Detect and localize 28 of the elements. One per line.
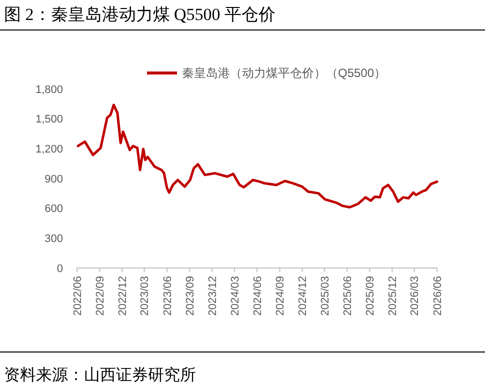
- y-tick-label: 1,800: [35, 84, 63, 96]
- x-tick-label: 2025/06: [342, 276, 354, 316]
- x-tick-label: 2025/09: [364, 276, 377, 316]
- y-tick-label: 1,500: [35, 114, 63, 126]
- y-tick-label: 300: [44, 233, 63, 246]
- x-tick-label: 2022/09: [94, 276, 107, 316]
- legend-label: 秦皇岛港（动力煤平仓价）（Q5500）: [182, 66, 386, 80]
- x-tick-label: 2023/09: [184, 276, 196, 316]
- y-tick-label: 0: [56, 262, 63, 275]
- x-tick-label: 2022/06: [72, 276, 84, 316]
- chart-title: 图 2：秦皇岛港动力煤 Q5500 平仓价: [4, 5, 276, 24]
- x-tick-label: 2023/06: [162, 276, 174, 316]
- x-tick-label: 2026/03: [409, 276, 422, 316]
- y-tick-label: 600: [44, 203, 63, 216]
- x-tick-label: 2023/03: [139, 276, 152, 316]
- x-tick-label: 2024/12: [297, 276, 310, 316]
- x-tick-label: 2022/12: [116, 276, 129, 316]
- line-series: [76, 104, 438, 208]
- x-tick-label: 2023/12: [206, 276, 219, 316]
- x-tick-label: 2024/09: [274, 276, 287, 316]
- text: 资料来源：山西证券研究所: [4, 366, 196, 384]
- x-tick-label: 2024/06: [252, 276, 264, 316]
- x-tick-label: 2024/03: [229, 276, 242, 316]
- x-tick-label: 2025/03: [319, 276, 332, 316]
- y-tick-label: 1,200: [35, 144, 63, 156]
- x-tick-label: 2025/12: [387, 276, 400, 316]
- x-tick-label: 2026/06: [432, 276, 444, 316]
- y-tick-label: 900: [44, 173, 63, 186]
